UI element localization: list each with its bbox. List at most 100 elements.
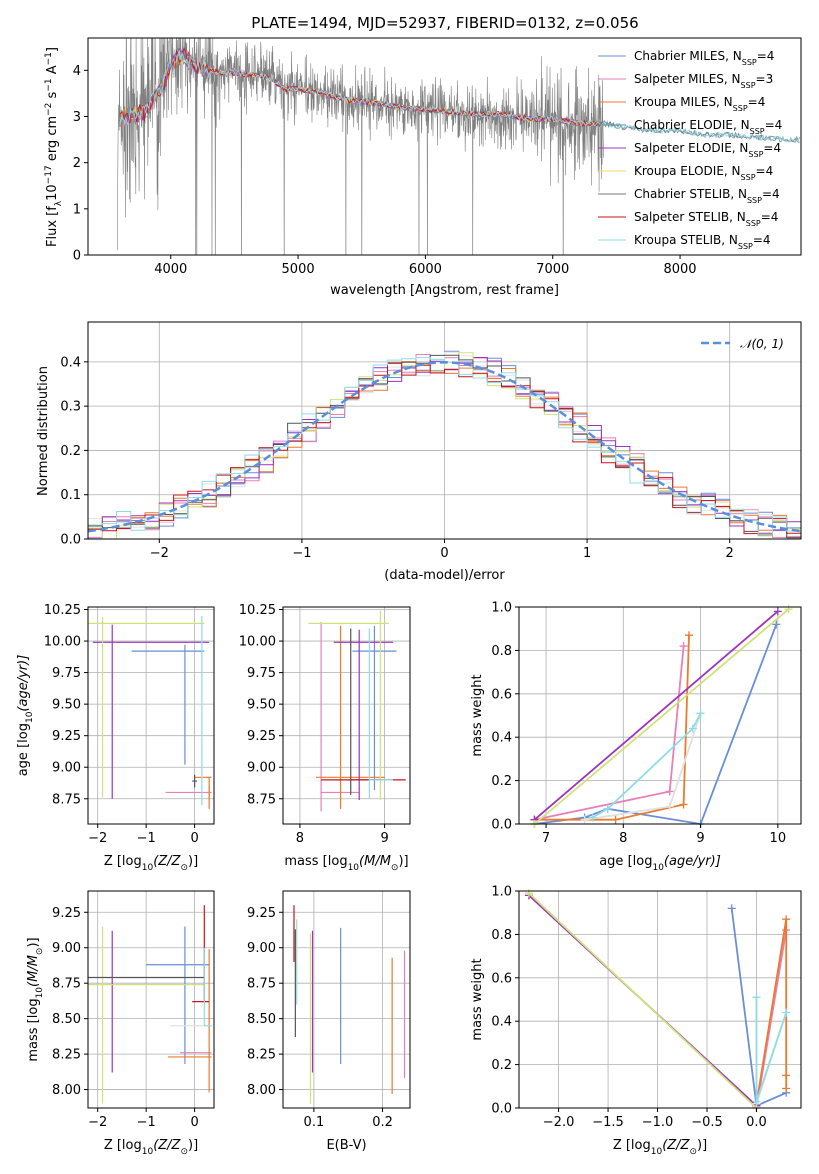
y-tick-label: 8.75 (52, 977, 81, 992)
axes-frame (87, 37, 802, 256)
label-part: (Z/Z (662, 1138, 690, 1153)
y-tick-label: 9.00 (52, 941, 81, 956)
y-tick-label: 8.00 (52, 1083, 81, 1098)
y-axis-label: mass weight (470, 674, 485, 756)
y-tick-label: 9.00 (247, 941, 276, 956)
y-tick-label: 8.50 (52, 1012, 81, 1027)
legend-sub: SSP (750, 127, 765, 136)
x-axis-label: Z [log10(Z/Z⊙)] (104, 854, 198, 873)
label-part: 10 (142, 863, 154, 873)
y-axis-label: Normed distribution (36, 366, 51, 496)
mass-weight-line (755, 919, 788, 1104)
y-tick-label: 0.2 (491, 1058, 512, 1073)
legend-name: Salpeter MILES, N (634, 72, 741, 86)
axes-frame (87, 606, 215, 825)
legend-sub: SSP (733, 104, 748, 113)
x-tick-label: 7000 (536, 262, 569, 277)
label-part: ⊙ (689, 1147, 697, 1157)
x-tick-label: 1 (583, 546, 591, 561)
x-tick-label: 0.2 (372, 1115, 393, 1130)
label-part: age [log (599, 854, 652, 869)
label-part: 10 (652, 863, 664, 873)
mass-weight-line (533, 610, 779, 821)
gaussian-curve (88, 361, 801, 533)
axes-frame (518, 890, 802, 1109)
x-tick-label: 8 (619, 831, 627, 846)
x-axis-label: wavelength [Angstrom, rest frame] (330, 283, 559, 298)
mass-weight-point (679, 642, 688, 651)
legend-name: Salpeter STELIB, N (634, 210, 746, 224)
weight-vs-Z-axes: −2.0 −1.5 −1.0 −0.5 0.0 0.0 0.2 0.4 0.6 0.8 1.0 Z [… (470, 885, 802, 1157)
y-tick-label: 0.0 (491, 818, 512, 833)
mass-weight-point (580, 815, 589, 824)
label-part: )] (188, 1138, 198, 1153)
y-tick-label: 0.0 (60, 533, 81, 548)
mass-weight-point (782, 915, 791, 924)
mass-weight-point (688, 724, 697, 733)
legend-name: Kroupa ELODIE, N (634, 164, 741, 178)
x-tick-label: −1.0 (642, 1115, 674, 1130)
y-tick-label: 9.00 (247, 761, 276, 776)
legend-sub: SSP (738, 242, 753, 251)
legend-value: =4 (757, 49, 775, 63)
label-part: −1 (44, 78, 54, 91)
label-part: )] (398, 854, 408, 869)
legend-value: =4 (748, 95, 766, 109)
mass-weight-line (534, 635, 690, 821)
y-tick-label: 9.25 (247, 729, 276, 744)
y-tick-label: 9.25 (247, 906, 276, 921)
mass-vs-Z-axes: −2 −1 08.008.258.508.759.009.25Z [log10(Z/… (26, 890, 215, 1157)
label-part: (age/yr)] (16, 655, 31, 712)
y-tick-label: 9.25 (52, 729, 81, 744)
mass-weight-point (773, 607, 782, 616)
y-tick-label: 8.00 (247, 1083, 276, 1098)
label-part: (Z/Z (153, 1138, 181, 1153)
y-tick-label: 0.8 (491, 928, 512, 943)
y-tick-label: 9.00 (52, 761, 81, 776)
x-axis-label: mass [log10(M/M⊙)] (284, 854, 408, 873)
y-tick-label: 0.6 (491, 687, 512, 702)
y-tick-label: 0.6 (491, 971, 512, 986)
mass-weight-point (782, 1071, 791, 1080)
mass-weight-point (665, 802, 674, 811)
label-part: 10 (35, 987, 45, 999)
mass-weight-point (611, 815, 620, 824)
x-tick-label: 8 (296, 831, 304, 846)
legend-value: =4 (761, 210, 779, 224)
legend-value: =3 (756, 72, 774, 86)
mass-weight-line (534, 646, 685, 821)
y-tick-label: 1 (73, 202, 81, 217)
mass-weight-point (684, 631, 693, 640)
label-part: )] (26, 937, 41, 947)
x-tick-label: −2 (88, 831, 107, 846)
y-tick-label: 1.0 (491, 885, 512, 900)
y-tick-label: 1.0 (491, 601, 512, 616)
legend-entry: 𝒩(0, 1) (740, 337, 784, 351)
x-tick-label: 9 (380, 831, 388, 846)
legend-sub: SSP (748, 150, 763, 159)
label-part: 10 (348, 863, 360, 873)
label-part: (Z/Z (153, 854, 181, 869)
x-tick-label: 10 (770, 831, 787, 846)
legend-name: Chabrier MILES, N (634, 49, 742, 63)
residual-histogram (88, 357, 801, 537)
axes-frame (282, 890, 411, 1109)
mass-weight-line (591, 712, 702, 819)
x-tick-label: 0.0 (746, 1115, 767, 1130)
label-part: )] (188, 854, 198, 869)
panel-clip-group (308, 610, 406, 812)
x-tick-label: 8000 (663, 262, 696, 277)
label-part: age [log (16, 723, 31, 776)
legend-name: Kroupa STELIB, N (634, 233, 738, 247)
label-part: 10 (142, 1147, 154, 1157)
x-axis-label: Z [log10(Z/Z⊙)] (104, 1138, 198, 1157)
legend-value: =4 (763, 141, 781, 155)
y-tick-label: 0.3 (60, 400, 81, 415)
legend-value: =4 (765, 118, 783, 132)
label-part: ] (45, 47, 60, 52)
mass-weight-point (782, 1084, 791, 1093)
x-tick-label: −1 (137, 1115, 156, 1130)
y-tick-label: 9.75 (247, 666, 276, 681)
legend-name: Chabrier ELODIE, N (634, 118, 750, 132)
